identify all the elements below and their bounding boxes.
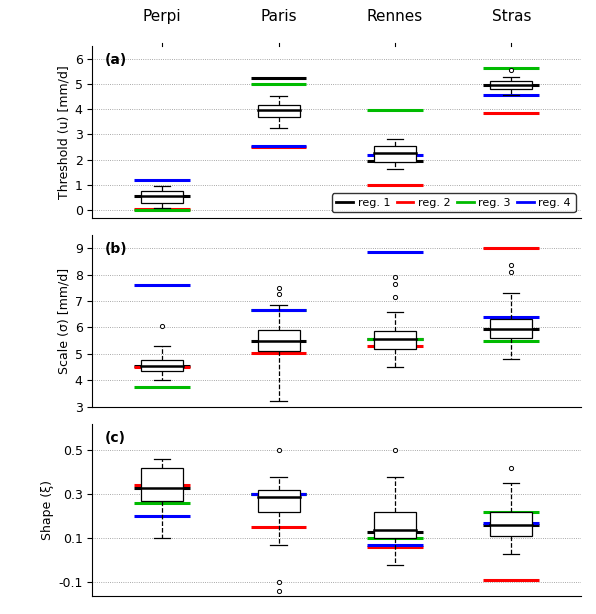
- Bar: [257, 106, 300, 117]
- Y-axis label: Threshold (u) [mm/d]: Threshold (u) [mm/d]: [57, 65, 70, 199]
- Bar: [374, 332, 416, 349]
- Legend: reg. 1, reg. 2, reg. 3, reg. 4: reg. 1, reg. 2, reg. 3, reg. 4: [332, 193, 576, 212]
- Bar: [257, 330, 300, 351]
- Bar: [491, 81, 532, 89]
- Bar: [374, 146, 416, 162]
- Bar: [141, 468, 183, 501]
- Bar: [491, 512, 532, 536]
- Text: Perpi: Perpi: [143, 9, 182, 24]
- Bar: [374, 512, 416, 538]
- Bar: [257, 490, 300, 512]
- Text: (a): (a): [105, 53, 127, 67]
- Bar: [141, 192, 183, 203]
- Y-axis label: Scale (σ) [mm/d]: Scale (σ) [mm/d]: [57, 268, 70, 374]
- Text: (b): (b): [105, 242, 127, 256]
- Bar: [141, 360, 183, 371]
- Text: Paris: Paris: [260, 9, 297, 24]
- Text: (c): (c): [105, 430, 126, 445]
- Text: Rennes: Rennes: [367, 9, 423, 24]
- Bar: [491, 319, 532, 338]
- Text: Stras: Stras: [492, 9, 531, 24]
- Y-axis label: Shape (ξ): Shape (ξ): [41, 480, 54, 540]
